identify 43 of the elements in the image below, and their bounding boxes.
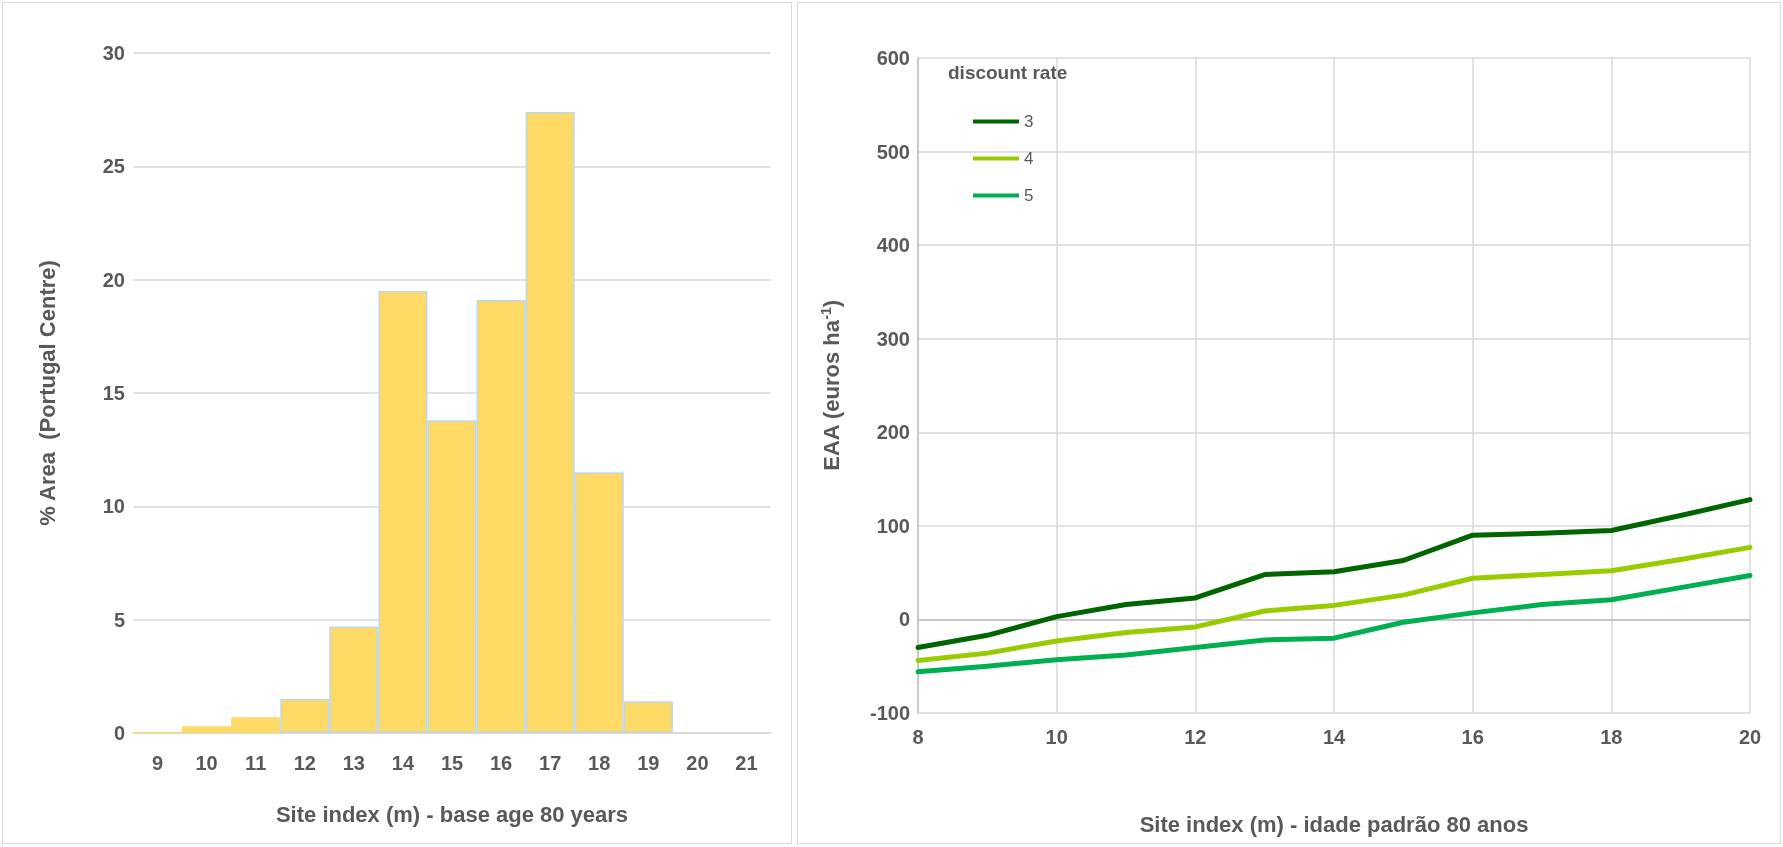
y-tick-label: 0 (898, 608, 910, 631)
x-tick-label: 8 (912, 726, 924, 748)
x-tick-label: 10 (195, 752, 218, 774)
x-tick-label: 20 (686, 752, 709, 774)
y-tick-label: 300 (876, 327, 910, 350)
x-tick-label: 18 (1600, 726, 1623, 748)
y-tick-label: 500 (876, 140, 910, 163)
x-tick-label: 9 (151, 752, 164, 774)
y-axis-title: EAA (euros ha-1) (818, 299, 844, 471)
x-tick-label: 16 (489, 752, 513, 774)
y-tick-label: 15 (102, 382, 125, 404)
x-tick-label: 17 (539, 752, 562, 774)
x-tick-label: 19 (637, 752, 660, 774)
x-tick-label: 11 (245, 752, 267, 774)
legend-label: 4 (1024, 149, 1034, 168)
x-tick-label: 21 (735, 752, 758, 774)
y-tick-label: 600 (876, 47, 910, 69)
y-tick-label: 100 (876, 514, 910, 537)
legend-label: 5 (1024, 186, 1034, 205)
y-axis-title: % Area (Portugal Centre) (34, 260, 60, 526)
x-tick-label: 16 (1461, 726, 1484, 748)
legend-title: discount rate (948, 62, 1068, 83)
x-tick-label: 13 (342, 752, 365, 774)
y-tick-label: 10 (102, 495, 125, 518)
x-tick-label: 15 (440, 752, 464, 774)
y-tick-label: 200 (876, 421, 910, 444)
x-tick-label: 14 (391, 752, 415, 774)
legend-label: 3 (1024, 112, 1034, 131)
x-tick-label: 18 (588, 752, 611, 774)
y-tick-label: 5 (113, 608, 125, 631)
y-tick-label: 20 (102, 268, 125, 291)
x-tick-label: 12 (293, 752, 316, 774)
y-tick-label: 25 (102, 155, 125, 178)
y-tick-label: 30 (102, 42, 125, 64)
x-tick-label: 20 (1738, 726, 1762, 748)
x-tick-label: 12 (1184, 726, 1207, 748)
x-axis-title: Site index (m) - idade padrão 80 anos (1139, 811, 1529, 837)
y-tick-label: 0 (113, 722, 125, 744)
y-tick-label: 400 (876, 234, 910, 257)
x-tick-label: 14 (1322, 726, 1346, 748)
y-tick-label: -100 (869, 702, 910, 724)
x-tick-label: 10 (1045, 726, 1068, 748)
x-axis-title: Site index (m) - base age 80 years (275, 801, 629, 827)
